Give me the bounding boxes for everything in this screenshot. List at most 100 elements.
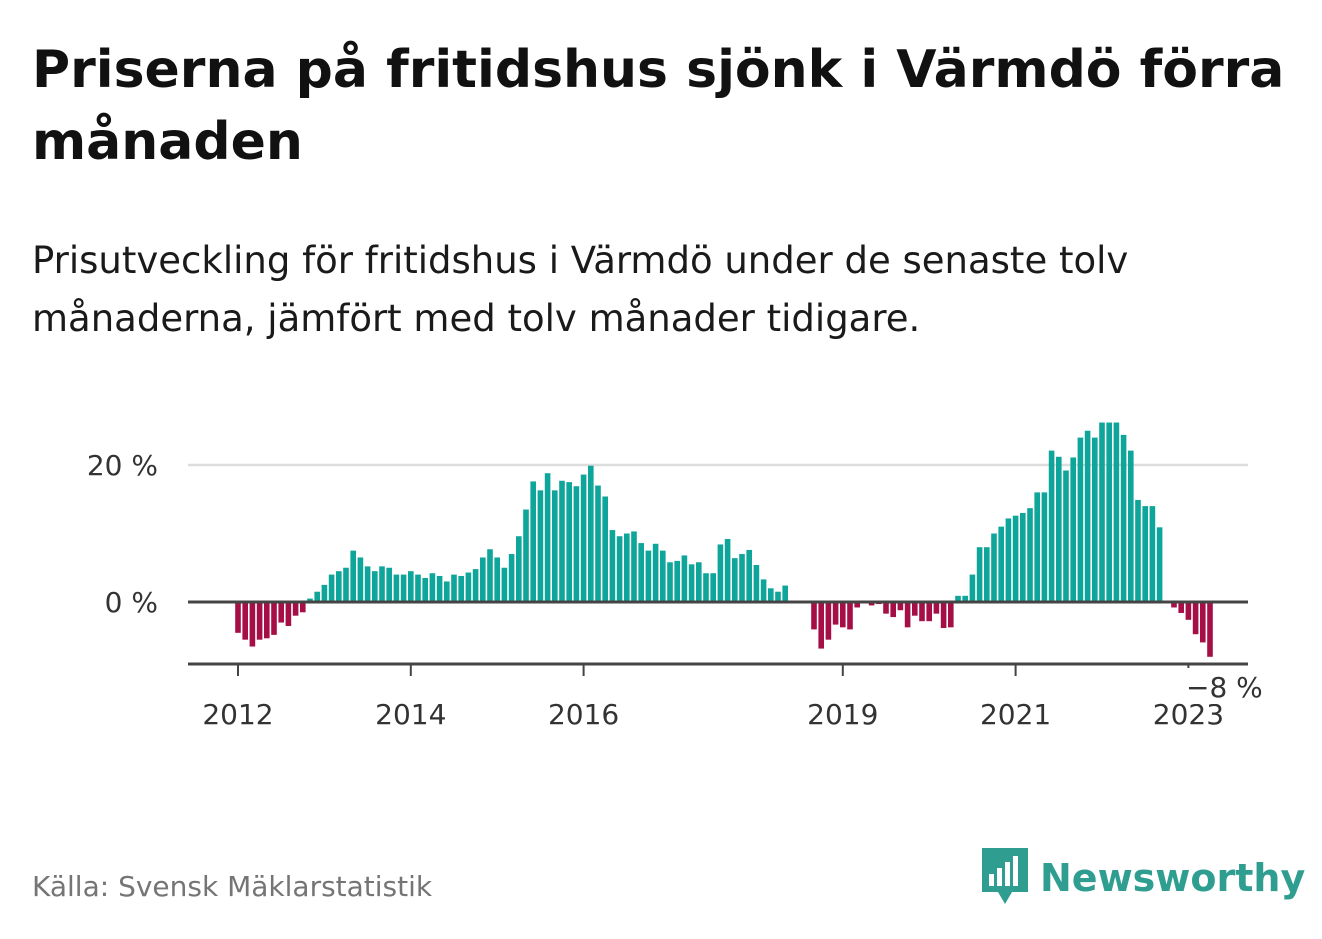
bar <box>890 602 896 618</box>
bar <box>386 567 392 602</box>
tick-labels: 0 %20 %2012 2014 2016 2019 2021 2023−8 % <box>87 449 1263 731</box>
bar <box>559 480 565 602</box>
bar <box>580 474 587 602</box>
bar <box>681 555 688 602</box>
bar <box>753 565 760 602</box>
bar <box>811 602 817 630</box>
bar <box>573 486 580 602</box>
bar <box>408 571 414 602</box>
bar <box>933 602 940 614</box>
bar <box>595 485 601 602</box>
x-tick-label: 2012 <box>202 698 273 731</box>
bar <box>991 533 997 602</box>
brand-logo[interactable]: Newsworthy <box>982 848 1305 908</box>
bar <box>1056 456 1062 602</box>
value-annotation: −8 % <box>1186 671 1263 704</box>
bar <box>400 574 407 602</box>
bar <box>674 560 680 602</box>
bar <box>537 490 544 602</box>
bar <box>451 574 457 602</box>
bar <box>1070 457 1076 602</box>
bar <box>422 578 428 602</box>
bar <box>256 602 263 640</box>
bar <box>364 566 371 602</box>
bar <box>739 554 745 602</box>
bar <box>264 602 270 639</box>
bar <box>760 579 767 602</box>
bar <box>508 554 515 602</box>
bar <box>1128 450 1134 602</box>
bar <box>652 543 659 602</box>
bar <box>638 543 644 602</box>
bar <box>566 482 572 602</box>
bar <box>300 602 306 613</box>
bar <box>955 595 961 602</box>
bar <box>242 602 248 640</box>
y-tick-label: 20 % <box>87 449 158 482</box>
bar <box>494 557 500 602</box>
bar <box>1048 450 1055 602</box>
bar <box>825 602 832 640</box>
brand-name: Newsworthy <box>1040 856 1306 900</box>
bar <box>357 557 364 602</box>
bar <box>278 602 284 623</box>
bar <box>1185 602 1192 620</box>
bar <box>1084 430 1091 602</box>
bar <box>616 536 623 602</box>
bar <box>969 574 976 602</box>
axes <box>188 600 1248 676</box>
x-tick-label: 2014 <box>375 698 446 731</box>
bar <box>847 602 853 630</box>
bar <box>458 575 464 602</box>
bar <box>350 550 356 602</box>
bar <box>717 544 724 602</box>
bar <box>1192 602 1199 635</box>
bar <box>372 571 378 602</box>
bar <box>854 602 860 608</box>
bar <box>1020 512 1026 602</box>
bar <box>732 558 738 602</box>
bar <box>1012 515 1019 602</box>
bar <box>1149 506 1156 602</box>
bar <box>271 602 277 635</box>
bar <box>1135 499 1141 602</box>
bar <box>336 571 342 602</box>
bar <box>1120 434 1127 602</box>
bar <box>724 538 731 602</box>
bar <box>948 602 954 628</box>
bar <box>897 602 904 611</box>
bar <box>984 547 990 602</box>
bar <box>285 602 292 626</box>
bar <box>832 602 839 625</box>
x-tick-label: 2016 <box>548 698 619 731</box>
bar <box>710 573 716 602</box>
bar <box>544 473 551 602</box>
newsworthy-icon <box>982 848 1028 904</box>
chart-title: Priserna på fritidshus sjönk i Värmdö fö… <box>32 40 1285 172</box>
bar <box>696 562 702 602</box>
annotation-background <box>1180 668 1263 704</box>
bar <box>904 602 911 628</box>
bar <box>1041 492 1048 602</box>
bar <box>530 481 536 602</box>
bar <box>1207 602 1213 657</box>
bar <box>1092 437 1098 602</box>
bar <box>1178 602 1184 613</box>
bar <box>1113 422 1120 602</box>
bar <box>868 602 875 606</box>
bar <box>444 581 450 602</box>
bar <box>768 588 774 602</box>
bar <box>840 602 846 628</box>
bar <box>307 598 313 602</box>
bar <box>609 530 616 602</box>
bar <box>1142 506 1148 602</box>
bar <box>631 531 637 602</box>
bar-series <box>235 422 1213 657</box>
bar <box>660 550 666 602</box>
bar <box>328 574 335 602</box>
bar <box>940 602 947 629</box>
bar <box>487 549 493 602</box>
bar <box>1077 437 1084 602</box>
bar <box>523 509 529 602</box>
